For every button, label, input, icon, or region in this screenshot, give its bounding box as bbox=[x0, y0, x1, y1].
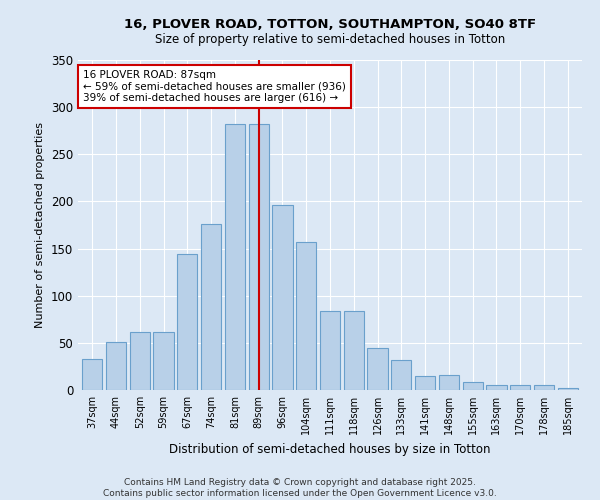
Bar bbox=[367, 348, 388, 390]
Text: 16, PLOVER ROAD, TOTTON, SOUTHAMPTON, SO40 8TF: 16, PLOVER ROAD, TOTTON, SOUTHAMPTON, SO… bbox=[124, 18, 536, 30]
Bar bbox=[534, 386, 554, 390]
Bar bbox=[487, 386, 506, 390]
Text: Size of property relative to semi-detached houses in Totton: Size of property relative to semi-detach… bbox=[155, 32, 505, 46]
Bar bbox=[201, 224, 221, 390]
Bar bbox=[272, 205, 293, 390]
Y-axis label: Number of semi-detached properties: Number of semi-detached properties bbox=[35, 122, 46, 328]
Bar bbox=[320, 311, 340, 390]
Bar bbox=[296, 242, 316, 390]
Bar bbox=[177, 254, 197, 390]
Bar bbox=[225, 124, 245, 390]
Bar bbox=[415, 376, 435, 390]
Text: Contains HM Land Registry data © Crown copyright and database right 2025.
Contai: Contains HM Land Registry data © Crown c… bbox=[103, 478, 497, 498]
Bar bbox=[154, 332, 173, 390]
Bar bbox=[82, 359, 103, 390]
Bar bbox=[557, 388, 578, 390]
Bar bbox=[106, 342, 126, 390]
Bar bbox=[510, 386, 530, 390]
X-axis label: Distribution of semi-detached houses by size in Totton: Distribution of semi-detached houses by … bbox=[169, 442, 491, 456]
Text: 16 PLOVER ROAD: 87sqm
← 59% of semi-detached houses are smaller (936)
39% of sem: 16 PLOVER ROAD: 87sqm ← 59% of semi-deta… bbox=[83, 70, 346, 103]
Bar bbox=[463, 382, 483, 390]
Bar bbox=[248, 124, 269, 390]
Bar bbox=[344, 311, 364, 390]
Bar bbox=[130, 332, 150, 390]
Bar bbox=[439, 375, 459, 390]
Bar bbox=[391, 360, 412, 390]
